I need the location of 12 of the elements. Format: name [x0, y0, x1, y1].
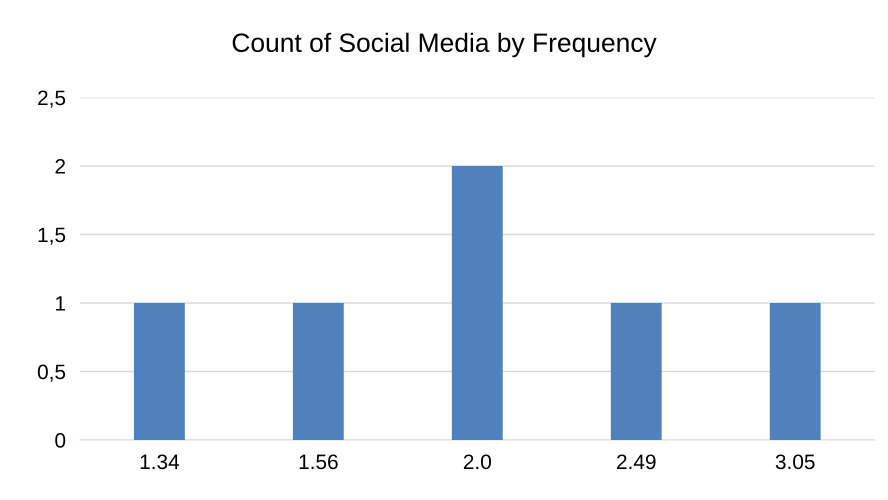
x-tick-label: 2.0 — [464, 454, 491, 470]
y-tick-label: 1 — [56, 296, 66, 311]
x-tick-label: 1.34 — [140, 454, 180, 470]
x-tick-label: 1.56 — [300, 454, 338, 470]
x-tick-label: 2.49 — [617, 454, 656, 470]
y-tick-label: 2,5 — [38, 90, 66, 108]
y-tick-label: 1,5 — [38, 228, 66, 245]
chart-title: Count of Social Media by Frequency — [232, 32, 657, 58]
y-tick-label: 0 — [55, 433, 66, 448]
x-tick-label: 3.05 — [776, 454, 815, 470]
y-tick-label: 0,5 — [38, 364, 66, 382]
y-tick-label: 2 — [55, 159, 65, 174]
